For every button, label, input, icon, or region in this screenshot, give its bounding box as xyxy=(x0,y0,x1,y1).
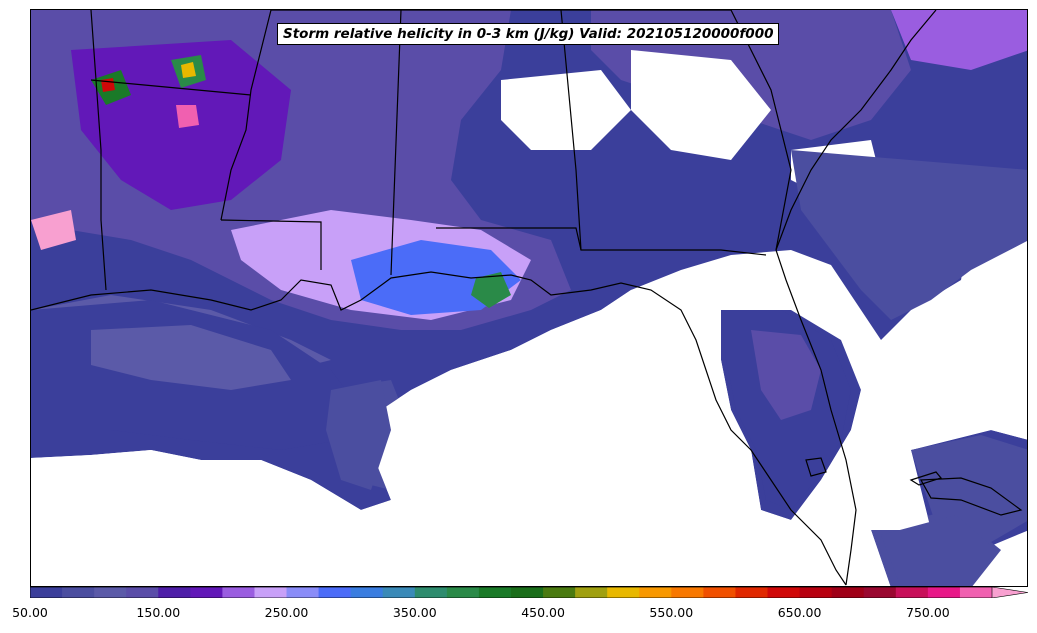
colorbar-swatch xyxy=(511,587,544,598)
colorbar-tick-label: 250.00 xyxy=(264,605,309,620)
helicity-red-spot-1 xyxy=(101,78,115,92)
helicity-florida-inner xyxy=(751,330,821,420)
atlantic-coastline xyxy=(775,10,937,251)
colorbar-swatch xyxy=(735,587,769,598)
colorbar-swatch xyxy=(446,587,480,598)
colorbar-swatch xyxy=(158,587,191,598)
map-panel: Storm relative helicity in 0-3 km (J/kg)… xyxy=(30,9,1028,587)
colorbar-swatch xyxy=(254,587,288,598)
colorbar-swatch xyxy=(222,587,256,598)
colorbar-swatch xyxy=(575,587,608,598)
bahamas-outline xyxy=(909,471,943,486)
state-border-fl-ga xyxy=(436,227,767,256)
helicity-far-northeast xyxy=(891,10,1027,70)
colorbar-swatch xyxy=(639,587,672,598)
colorbar-swatches xyxy=(30,587,1028,598)
colorbar-swatch xyxy=(607,587,640,598)
state-border-tx-la xyxy=(90,10,107,291)
state-border-la-ms-river xyxy=(220,10,272,221)
helicity-pink-spot xyxy=(31,210,76,250)
colorbar-swatch xyxy=(414,587,448,598)
colorbar-swatch xyxy=(318,587,352,598)
colorbar-swatch xyxy=(767,587,801,598)
colorbar-swatch xyxy=(30,587,63,598)
colorbar-swatch xyxy=(190,587,223,598)
nodata-area-1 xyxy=(501,70,631,150)
colorbar-tick-label: 550.00 xyxy=(649,605,694,620)
colorbar-swatch xyxy=(959,587,993,598)
colorbar-swatch xyxy=(671,587,704,598)
helicity-field xyxy=(31,10,1027,586)
cuba-outline xyxy=(920,477,1023,516)
colorbar-swatch xyxy=(382,587,416,598)
helicity-atlantic-se xyxy=(911,435,1027,545)
helicity-central-gulf xyxy=(326,380,391,490)
helicity-gulf-plume-inner xyxy=(91,325,291,390)
boundary-lines xyxy=(31,10,1023,586)
colorbar-tick-label: 450.00 xyxy=(521,605,565,620)
state-border-ms-al xyxy=(390,10,402,276)
colorbar-extend-arrow xyxy=(991,587,1028,598)
colorbar-swatch xyxy=(62,587,95,598)
helicity-green-spot-1 xyxy=(471,272,511,308)
colorbar-tick-label: 50.00 xyxy=(12,605,48,620)
colorbar-swatch xyxy=(895,587,929,598)
lake-okeechobee xyxy=(805,457,827,477)
helicity-yellow-spot xyxy=(181,62,196,78)
colorbar-swatch xyxy=(831,587,865,598)
colorbar-swatch xyxy=(126,587,159,598)
helicity-atlantic-east xyxy=(791,150,1027,320)
colorbar-swatch xyxy=(799,587,833,598)
colorbar xyxy=(30,587,1028,598)
state-border-al-ga xyxy=(560,10,582,251)
colorbar-tick-label: 750.00 xyxy=(906,605,950,620)
helicity-pink-spot-2 xyxy=(176,105,199,128)
gulf-coastline xyxy=(31,271,847,586)
colorbar-swatch xyxy=(863,587,897,598)
colorbar-swatch xyxy=(286,587,320,598)
colorbar-swatch xyxy=(478,587,512,598)
colorbar-swatch xyxy=(94,587,127,598)
colorbar-swatch xyxy=(543,587,576,598)
colorbar-tick-label: 150.00 xyxy=(136,605,181,620)
state-border-la-ms xyxy=(220,219,322,270)
map-title: Storm relative helicity in 0-3 km (J/kg)… xyxy=(277,23,780,45)
state-border-ga-sc xyxy=(730,10,792,251)
nodata-area-2 xyxy=(631,50,771,160)
colorbar-tick-label: 350.00 xyxy=(392,605,437,620)
colorbar-swatch xyxy=(703,587,737,598)
colorbar-swatch xyxy=(927,587,961,598)
state-border-ar-la xyxy=(90,79,252,96)
helicity-se-plume xyxy=(881,515,996,586)
nodata-gulf-south xyxy=(31,251,1027,586)
florida-east-coast xyxy=(775,249,857,586)
colorbar-tick-label: 650.00 xyxy=(777,605,822,620)
colorbar-swatch xyxy=(350,587,384,598)
